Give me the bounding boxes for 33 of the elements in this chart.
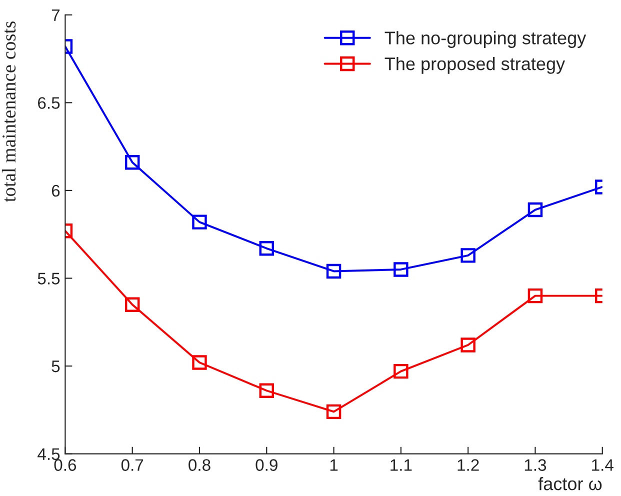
point <box>326 264 342 279</box>
y-tick-label: 6 <box>52 184 60 197</box>
point <box>259 383 274 398</box>
point <box>460 338 476 352</box>
x-axis-title: factor ω <box>538 477 602 490</box>
point <box>259 241 274 256</box>
point <box>124 155 140 170</box>
x-tick-label: 0.7 <box>121 459 144 471</box>
point <box>528 288 543 304</box>
y-tick-label: 6.5 <box>38 97 60 109</box>
point <box>192 214 207 230</box>
x-tick-label: 0.8 <box>188 459 210 471</box>
legend-label: The proposed strategy <box>384 56 566 74</box>
y-tick-label: 5 <box>52 360 60 372</box>
x-tick-label: 0.9 <box>256 459 278 471</box>
point <box>394 364 408 379</box>
x-tick-label: 1.4 <box>592 459 614 471</box>
y-tick-label: 5.5 <box>38 272 60 284</box>
y-tick-label: 4.5 <box>38 448 60 460</box>
x-tick-label: 1.1 <box>390 459 412 471</box>
x-tick-label: 1.2 <box>458 459 479 471</box>
point <box>460 248 476 263</box>
legend-label: The no-grouping strategy <box>384 31 586 48</box>
point <box>124 297 140 312</box>
point <box>394 262 408 277</box>
x-tick-label: 1 <box>330 459 338 471</box>
point <box>192 355 207 370</box>
x-tick-label: 0.6 <box>54 459 76 471</box>
y-tick-label: 7 <box>52 9 60 21</box>
point <box>528 202 543 218</box>
point <box>326 404 342 420</box>
y-axis-title: total maintenance costs <box>2 21 16 202</box>
x-tick-label: 1.3 <box>524 459 546 471</box>
